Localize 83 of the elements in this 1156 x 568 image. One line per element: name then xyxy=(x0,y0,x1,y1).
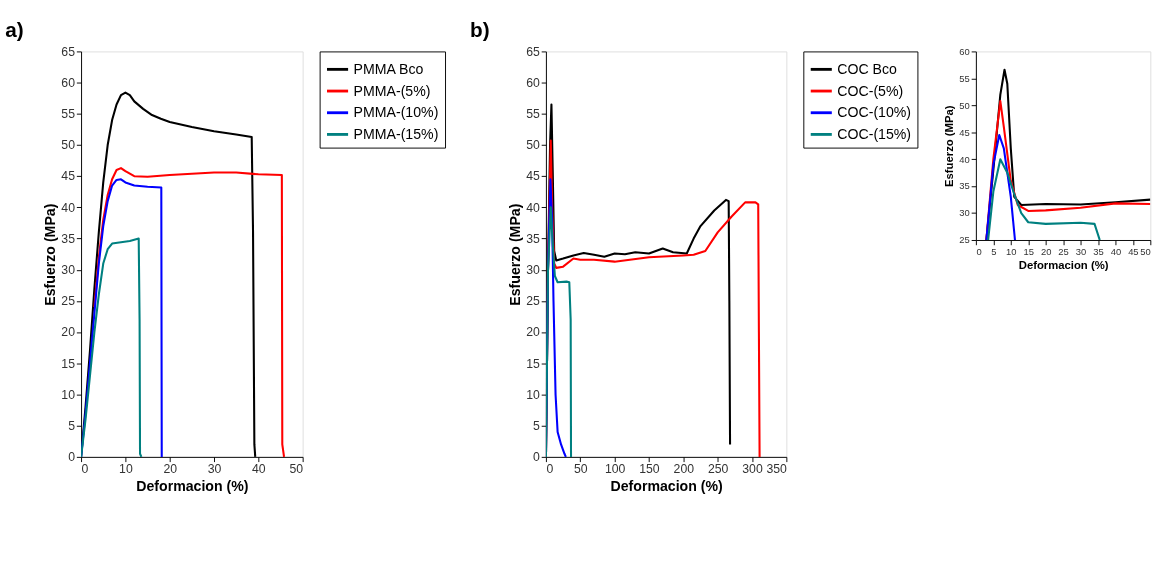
y-tick-label: 25 xyxy=(526,294,540,309)
y-tick-label: 5 xyxy=(68,418,76,433)
x-tick-label: 10 xyxy=(1006,245,1017,257)
x-tick-label: 15 xyxy=(1023,245,1034,257)
y-tick-label: 20 xyxy=(61,325,76,340)
y-tick-label: 45 xyxy=(959,126,970,138)
x-tick-label: 5 xyxy=(991,245,997,257)
y-tick-label: 20 xyxy=(526,325,540,340)
legend-label: COC-(5%) xyxy=(837,82,904,99)
y-tick-label: 55 xyxy=(959,72,970,84)
y-tick-label: 5 xyxy=(532,418,540,433)
y-tick-label: 25 xyxy=(61,294,76,309)
x-tick-label: 20 xyxy=(163,462,178,477)
line-series xyxy=(93,167,286,457)
y-axis-title: Esfuerzo (MPa) xyxy=(506,203,523,306)
legend-label: PMMA Bco xyxy=(353,61,424,78)
x-tick-label: 10 xyxy=(119,462,133,477)
line-series xyxy=(545,206,573,457)
x-tick-label: 0 xyxy=(546,462,554,477)
x-tick-label: 0 xyxy=(976,245,982,257)
y-tick-label: 10 xyxy=(61,387,76,402)
y-tick-label: 35 xyxy=(61,231,76,246)
y-tick-label: 60 xyxy=(61,75,76,90)
legend-label: COC Bco xyxy=(837,61,898,78)
y-tick-label: 65 xyxy=(526,44,540,59)
y-tick-label: 40 xyxy=(959,153,970,165)
x-tick-label: 35 xyxy=(1093,245,1104,257)
x-tick-label: 40 xyxy=(252,462,266,477)
y-tick-label: 30 xyxy=(526,263,540,278)
x-tick-label: 250 xyxy=(707,462,729,477)
line-series xyxy=(81,178,163,457)
legend-label: COC-(10%) xyxy=(837,104,912,121)
y-tick-label: 30 xyxy=(61,263,76,278)
line-series xyxy=(987,158,1101,241)
chart-title: b) xyxy=(470,18,490,42)
x-tick-label: 30 xyxy=(1075,245,1087,257)
y-axis-title: Esfuerzo (MPa) xyxy=(942,105,955,188)
x-tick-label: 100 xyxy=(604,462,626,477)
x-tick-label: 0 xyxy=(81,462,89,477)
x-tick-label: 25 xyxy=(1058,245,1069,257)
x-tick-label: 30 xyxy=(207,462,222,477)
y-tick-label: 35 xyxy=(959,180,970,192)
y-tick-label: 10 xyxy=(526,387,540,402)
y-tick-label: 35 xyxy=(526,231,540,246)
line-series xyxy=(81,237,143,457)
y-tick-label: 45 xyxy=(61,169,76,184)
y-tick-label: 40 xyxy=(526,200,540,215)
chart-title: a) xyxy=(5,18,24,42)
y-tick-label: 15 xyxy=(526,356,540,371)
y-axis-title: Esfuerzo (MPa) xyxy=(41,203,58,306)
y-tick-label: 50 xyxy=(526,138,540,153)
x-tick-label: 150 xyxy=(639,462,660,477)
x-tick-label: 200 xyxy=(673,462,695,477)
x-axis-title: Deformacion (%) xyxy=(1018,258,1109,271)
y-tick-label: 55 xyxy=(526,107,540,122)
legend-label: PMMA-(5%) xyxy=(353,82,431,99)
x-tick-label: 300 xyxy=(742,462,763,477)
line-series xyxy=(985,133,1017,241)
legend-label: COC-(15%) xyxy=(837,126,912,143)
y-tick-label: 25 xyxy=(959,234,970,246)
x-axis-title: Deformacion (%) xyxy=(136,478,249,495)
y-tick-label: 50 xyxy=(61,138,76,153)
y-tick-label: 40 xyxy=(61,200,76,215)
x-axis-title: Deformacion (%) xyxy=(610,478,723,495)
y-tick-label: 55 xyxy=(61,107,76,122)
legend-label: PMMA-(15%) xyxy=(353,126,439,143)
y-tick-label: 65 xyxy=(61,44,76,59)
y-tick-label: 45 xyxy=(526,169,540,184)
y-tick-label: 50 xyxy=(959,99,970,111)
x-tick-label: 350 xyxy=(766,462,788,477)
legend-label: PMMA-(10%) xyxy=(353,104,439,121)
y-tick-label: 0 xyxy=(68,450,76,465)
x-tick-label: 45 xyxy=(1128,245,1139,257)
y-tick-label: 0 xyxy=(532,450,540,465)
y-tick-label: 15 xyxy=(61,356,76,371)
x-tick-label: 50 xyxy=(1140,245,1151,257)
y-tick-label: 60 xyxy=(959,45,970,57)
y-tick-label: 60 xyxy=(526,75,540,90)
x-tick-label: 50 xyxy=(573,462,588,477)
x-tick-label: 50 xyxy=(289,462,304,477)
y-tick-label: 30 xyxy=(959,207,970,219)
x-tick-label: 40 xyxy=(1110,245,1122,257)
x-tick-label: 20 xyxy=(1040,245,1052,257)
